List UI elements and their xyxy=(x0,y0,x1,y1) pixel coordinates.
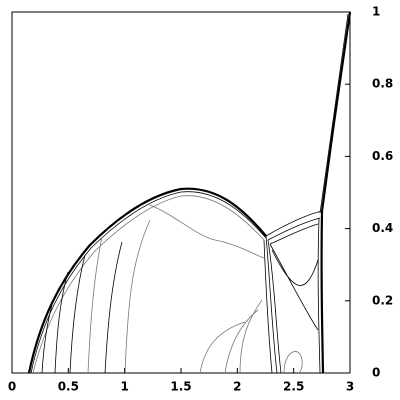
contour xyxy=(104,241,123,374)
plot-frame xyxy=(11,11,351,374)
bow-shock xyxy=(27,187,267,374)
contour-lines xyxy=(27,11,352,374)
contour xyxy=(267,239,282,374)
contour xyxy=(199,321,246,374)
y-tick-label: 0 xyxy=(372,366,380,380)
contour xyxy=(239,299,263,374)
y-tick-label: 1 xyxy=(372,5,380,19)
contour xyxy=(269,243,319,331)
contour xyxy=(265,235,278,374)
incident-shock xyxy=(320,11,352,212)
y-tick-label: 0.4 xyxy=(372,221,393,235)
contour xyxy=(87,236,103,374)
y-tick-label: 0.6 xyxy=(372,149,393,163)
x-tick-label: 3 xyxy=(346,380,354,394)
contour xyxy=(317,217,321,374)
y-tick-label: 0.8 xyxy=(372,77,393,91)
x-tick-label: 1 xyxy=(120,380,128,394)
x-tick-label: 0 xyxy=(8,380,16,394)
contour xyxy=(224,309,259,374)
x-tick-label: 2 xyxy=(233,380,241,394)
contour xyxy=(30,191,267,374)
contour xyxy=(269,223,319,245)
mach-stem xyxy=(320,210,325,374)
contour xyxy=(124,219,151,374)
contour xyxy=(149,204,265,259)
contour xyxy=(319,13,349,214)
contour xyxy=(265,210,323,237)
contour xyxy=(283,351,303,374)
contour xyxy=(32,195,265,374)
contour xyxy=(54,271,69,374)
x-tick-label: 0.5 xyxy=(58,380,79,394)
y-tick-label: 0.2 xyxy=(372,293,393,307)
x-tick-label: 2.5 xyxy=(283,380,304,394)
contour xyxy=(41,304,53,374)
x-tick-label: 1.5 xyxy=(170,380,191,394)
contour xyxy=(267,217,321,241)
contour xyxy=(69,254,86,374)
contour xyxy=(263,239,273,374)
contour xyxy=(271,249,319,286)
